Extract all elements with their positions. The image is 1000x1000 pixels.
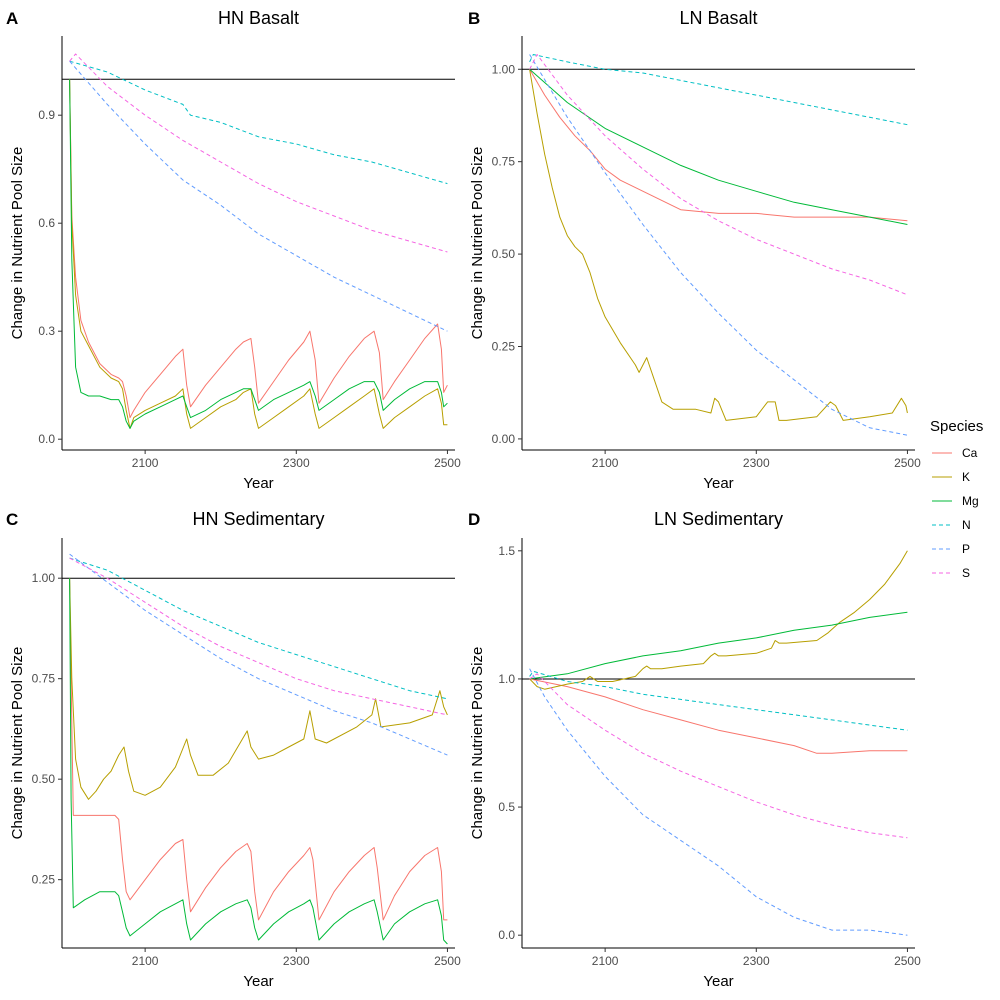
series-line-k xyxy=(69,79,448,429)
panel-letter: D xyxy=(468,510,480,529)
series-line-p xyxy=(69,553,448,756)
series-group xyxy=(529,550,908,936)
legend-title: Species xyxy=(930,418,983,435)
series-line-k xyxy=(529,69,908,421)
y-tick-label: 0.50 xyxy=(32,772,56,786)
legend-item-s: S xyxy=(932,566,970,580)
y-axis-title: Change in Nutrient Pool Size xyxy=(469,147,486,340)
series-line-n xyxy=(529,670,908,731)
y-tick-label: 1.00 xyxy=(32,571,56,585)
x-axis-title: Year xyxy=(243,475,273,492)
y-tick-label: 0.25 xyxy=(32,873,56,887)
legend-item-mg: Mg xyxy=(932,494,979,508)
y-tick-label: 0.75 xyxy=(492,155,516,169)
legend-label: Ca xyxy=(962,446,978,460)
series-group xyxy=(529,54,908,436)
x-tick-label: 2500 xyxy=(434,456,461,470)
x-tick-label: 2300 xyxy=(743,954,770,968)
y-axis-title: Change in Nutrient Pool Size xyxy=(469,647,486,840)
y-tick-label: 0.0 xyxy=(38,432,55,446)
x-tick-label: 2300 xyxy=(283,456,310,470)
series-line-n xyxy=(69,557,448,700)
legend-label: P xyxy=(962,542,970,556)
legend-item-k: K xyxy=(932,470,970,484)
series-line-ca xyxy=(529,69,908,222)
panel-letter: C xyxy=(6,510,18,529)
series-line-mg xyxy=(529,611,908,680)
series-group xyxy=(69,53,448,429)
y-tick-label: 1.0 xyxy=(498,672,515,686)
panel-b: B LN Basalt 2100 2300 2500 0.00 0.25 0.50 0.75 1.… xyxy=(468,8,921,492)
series-line-s xyxy=(69,557,448,716)
y-tick-label: 0.00 xyxy=(492,432,516,446)
x-tick-label: 2500 xyxy=(894,456,921,470)
series-group xyxy=(69,553,448,945)
panel-title: LN Basalt xyxy=(679,8,757,28)
series-line-s xyxy=(69,53,448,253)
y-tick-label: 0.6 xyxy=(38,216,55,230)
x-tick-label: 2500 xyxy=(894,954,921,968)
series-line-s xyxy=(529,54,908,296)
panel-title: HN Sedimentary xyxy=(192,509,324,529)
legend-label: Mg xyxy=(962,494,979,508)
series-line-p xyxy=(529,54,908,436)
series-line-n xyxy=(69,60,448,185)
legend-items: Ca K Mg NPS xyxy=(932,446,979,580)
panel-title: HN Basalt xyxy=(218,8,299,28)
series-line-mg xyxy=(529,68,908,225)
y-tick-label: 0.25 xyxy=(492,340,516,354)
legend: Species Ca K Mg NPS xyxy=(930,418,983,580)
series-line-ca xyxy=(529,678,908,754)
series-line-mg xyxy=(69,578,448,945)
series-line-p xyxy=(529,668,908,936)
x-tick-label: 2500 xyxy=(434,954,461,968)
y-tick-label: 1.00 xyxy=(492,62,516,76)
panel-title: LN Sedimentary xyxy=(654,509,783,529)
series-line-s xyxy=(529,673,908,839)
y-tick-label: 0.3 xyxy=(38,324,55,338)
legend-label: K xyxy=(962,470,970,484)
panel-a: A HN Basalt 2100 2300 2500 0.0 0.3 0.6 0.9 Year Ch… xyxy=(6,8,461,492)
x-tick-label: 2100 xyxy=(592,954,619,968)
y-axis-title: Change in Nutrient Pool Size xyxy=(9,647,26,840)
y-tick-label: 0.75 xyxy=(32,672,56,686)
legend-label: S xyxy=(962,566,970,580)
y-tick-label: 1.5 xyxy=(498,544,515,558)
y-axis-title: Change in Nutrient Pool Size xyxy=(9,147,26,340)
legend-label: N xyxy=(962,518,971,532)
x-axis-title: Year xyxy=(703,973,733,990)
legend-item-n: N xyxy=(932,518,971,532)
panel-letter: B xyxy=(468,9,480,28)
series-line-p xyxy=(69,60,448,332)
series-line-ca xyxy=(69,578,448,921)
x-axis-title: Year xyxy=(703,475,733,492)
legend-item-p: P xyxy=(932,542,970,556)
x-tick-label: 2100 xyxy=(592,456,619,470)
x-tick-label: 2300 xyxy=(743,456,770,470)
y-tick-label: 0.5 xyxy=(498,800,515,814)
y-tick-label: 0.0 xyxy=(498,928,515,942)
series-line-ca xyxy=(69,79,448,419)
series-line-k xyxy=(69,578,448,800)
panel-d: D LN Sedimentary 2100 2300 2500 0.0 0.5 1.0 1.5 Y… xyxy=(468,509,921,990)
x-tick-label: 2300 xyxy=(283,954,310,968)
x-tick-label: 2100 xyxy=(132,456,159,470)
legend-item-ca: Ca xyxy=(932,446,978,460)
x-axis-title: Year xyxy=(243,973,273,990)
panel-letter: A xyxy=(6,9,18,28)
y-tick-label: 0.9 xyxy=(38,108,55,122)
y-tick-label: 0.50 xyxy=(492,247,516,261)
series-line-mg xyxy=(69,79,448,429)
series-line-n xyxy=(529,54,908,126)
panels: A HN Basalt 2100 2300 2500 0.0 0.3 0.6 0.9 Year Ch… xyxy=(6,8,921,990)
panel-c: C HN Sedimentary 2100 2300 2500 0.25 0.50 0.75 1… xyxy=(6,509,461,990)
x-tick-label: 2100 xyxy=(132,954,159,968)
